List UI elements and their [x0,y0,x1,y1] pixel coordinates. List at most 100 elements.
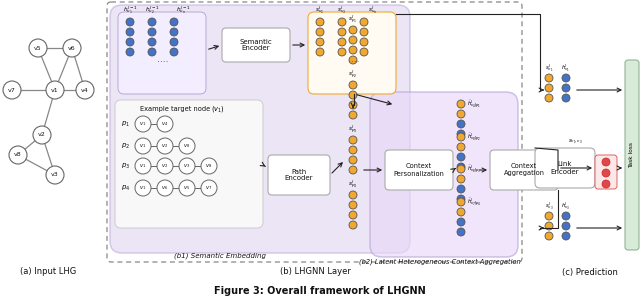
Text: $v_5$: $v_5$ [184,184,191,192]
Circle shape [316,18,324,26]
Circle shape [135,180,151,196]
Circle shape [457,165,465,173]
Circle shape [126,28,134,36]
Text: $\tilde{h}_{v_8|p_2}^{l}$: $\tilde{h}_{v_8|p_2}^{l}$ [467,132,481,143]
Circle shape [545,222,553,230]
Circle shape [545,232,553,240]
Circle shape [562,222,570,230]
Circle shape [201,180,217,196]
Circle shape [457,120,465,128]
Text: $h_{v_1}^{l-1}$: $h_{v_1}^{l-1}$ [123,4,137,16]
FancyBboxPatch shape [222,28,290,62]
Circle shape [360,28,368,36]
Circle shape [545,84,553,92]
Circle shape [33,126,51,144]
Circle shape [545,212,553,220]
Circle shape [545,94,553,102]
Circle shape [457,133,465,141]
Circle shape [349,91,357,99]
Circle shape [157,180,173,196]
Circle shape [349,111,357,119]
Text: Context
Aggregation: Context Aggregation [504,164,545,177]
Circle shape [360,18,368,26]
Circle shape [349,166,357,174]
Text: $v_7$: $v_7$ [205,184,212,192]
Text: $s_{v_3}^{l}$: $s_{v_3}^{l}$ [545,200,554,212]
Circle shape [562,74,570,82]
Circle shape [170,48,178,56]
Text: $h_{v_3}^{l}$: $h_{v_3}^{l}$ [561,200,571,212]
Circle shape [316,28,324,36]
Circle shape [135,116,151,132]
Circle shape [457,110,465,118]
Circle shape [349,156,357,164]
Circle shape [457,198,465,206]
Circle shape [349,136,357,144]
Text: $s_{v_1,v_3}$: $s_{v_1,v_3}$ [568,138,582,146]
Text: $\tilde{h}_{v_7|p_4}^{l}$: $\tilde{h}_{v_7|p_4}^{l}$ [467,196,481,208]
Text: (a) Input LHG: (a) Input LHG [20,268,76,277]
FancyBboxPatch shape [268,155,330,195]
Text: v6: v6 [68,45,76,51]
Circle shape [457,175,465,183]
Text: $s_{p_3}^{l}$: $s_{p_3}^{l}$ [348,124,358,136]
Circle shape [338,18,346,26]
Circle shape [457,100,465,108]
Circle shape [457,218,465,226]
Text: Example target node: Example target node [140,106,210,112]
FancyBboxPatch shape [595,155,617,189]
Circle shape [602,180,610,188]
Text: v1: v1 [51,88,59,92]
Circle shape [76,81,94,99]
Circle shape [457,163,465,171]
Text: ....: .... [348,55,360,65]
Circle shape [179,158,195,174]
Text: $p_2$: $p_2$ [122,142,131,151]
Text: $p_1$: $p_1$ [122,119,131,128]
Circle shape [170,18,178,26]
Text: Semantic
Encoder: Semantic Encoder [239,38,273,52]
Circle shape [179,180,195,196]
FancyBboxPatch shape [118,12,206,94]
Text: $p_4$: $p_4$ [122,183,131,193]
FancyBboxPatch shape [385,150,453,190]
Circle shape [157,116,173,132]
Text: Figure 3: Overall framework of LHGNN: Figure 3: Overall framework of LHGNN [214,286,426,296]
Circle shape [562,212,570,220]
Circle shape [562,84,570,92]
Circle shape [349,46,357,54]
Text: $s_{v_1}^{l}$: $s_{v_1}^{l}$ [316,4,324,16]
Circle shape [135,158,151,174]
FancyBboxPatch shape [625,60,639,250]
FancyBboxPatch shape [535,148,595,188]
Text: $h_{v_1}^{l}$: $h_{v_1}^{l}$ [561,62,571,74]
Circle shape [602,169,610,177]
Text: (c) Prediction: (c) Prediction [562,268,618,277]
Text: (b1) Semantic Embedding: (b1) Semantic Embedding [174,253,266,259]
Circle shape [316,38,324,46]
Circle shape [9,146,27,164]
Circle shape [126,38,134,46]
Text: v5: v5 [34,45,42,51]
Circle shape [457,130,465,138]
Circle shape [602,158,610,166]
Text: (b2) Latent Heterogeneous Context Aggregation: (b2) Latent Heterogeneous Context Aggreg… [359,259,521,265]
Text: $h_{v_2}^{l-1}$: $h_{v_2}^{l-1}$ [145,4,159,16]
Text: Context
Personalization: Context Personalization [394,164,444,177]
Text: $v_1$: $v_1$ [140,142,147,150]
Circle shape [457,208,465,216]
Text: $v_4$: $v_4$ [161,120,168,128]
Circle shape [157,138,173,154]
Circle shape [46,166,64,184]
Circle shape [349,191,357,199]
FancyBboxPatch shape [308,12,396,94]
Circle shape [170,28,178,36]
Circle shape [63,39,81,57]
Text: $\tilde{h}_{v_4|p_1}^{l}$: $\tilde{h}_{v_4|p_1}^{l}$ [467,98,481,110]
Circle shape [338,38,346,46]
Text: (b) LHGNN Layer: (b) LHGNN Layer [280,268,351,277]
Circle shape [46,81,64,99]
Circle shape [29,39,47,57]
Circle shape [349,81,357,89]
FancyBboxPatch shape [110,5,410,253]
